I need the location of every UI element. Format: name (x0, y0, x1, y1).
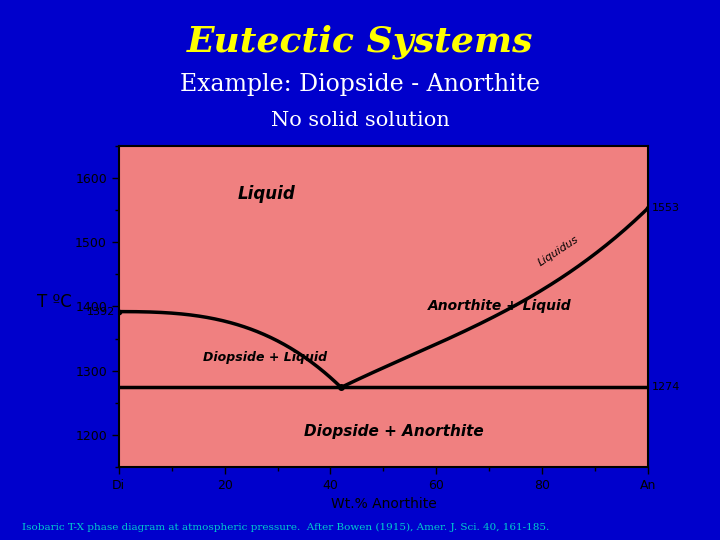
Text: No solid solution: No solid solution (271, 111, 449, 130)
Text: 1553: 1553 (652, 203, 680, 213)
Text: Anorthite + Liquid: Anorthite + Liquid (428, 300, 572, 313)
Text: 1392: 1392 (86, 307, 114, 316)
Text: Liquid: Liquid (238, 185, 296, 203)
Text: Diopside + Liquid: Diopside + Liquid (204, 352, 328, 365)
Text: Isobaric T-X phase diagram at atmospheric pressure.  After Bowen (1915), Amer. J: Isobaric T-X phase diagram at atmospheri… (22, 523, 549, 532)
Text: Example: Diopside - Anorthite: Example: Diopside - Anorthite (180, 73, 540, 96)
Text: Eutectic Systems: Eutectic Systems (186, 24, 534, 59)
Text: 1274: 1274 (652, 382, 680, 393)
Text: Liquidus: Liquidus (536, 234, 580, 268)
X-axis label: Wt.% Anorthite: Wt.% Anorthite (330, 497, 436, 511)
Text: Diopside + Anorthite: Diopside + Anorthite (304, 424, 484, 439)
Text: T ºC: T ºC (37, 293, 71, 312)
